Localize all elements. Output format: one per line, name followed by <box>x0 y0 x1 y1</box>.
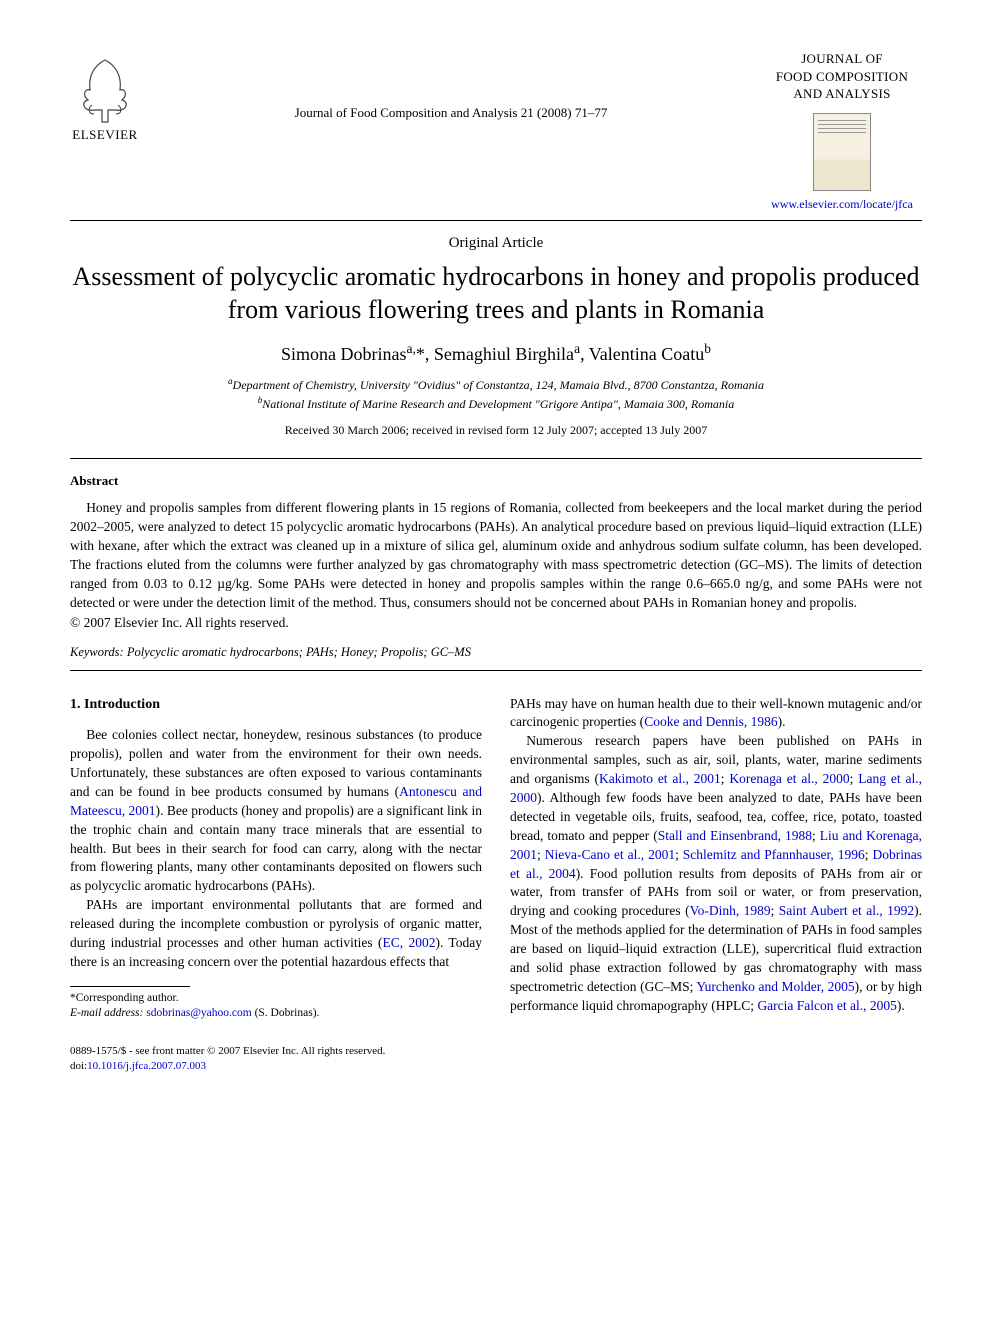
affiliation-a: aDepartment of Chemistry, University "Ov… <box>70 375 922 394</box>
abstract-copyright: © 2007 Elsevier Inc. All rights reserved… <box>70 615 922 631</box>
citation-link[interactable]: Stall and Einsenbrand, 1988 <box>658 828 812 843</box>
citation-link[interactable]: Cooke and Dennis, 1986 <box>644 714 777 729</box>
footer: 0889-1575/$ - see front matter © 2007 El… <box>70 1044 922 1074</box>
article-dates: Received 30 March 2006; received in revi… <box>70 423 922 438</box>
abstract-label: Abstract <box>70 473 922 489</box>
corresponding-author: *Corresponding author. <box>70 991 482 1007</box>
keywords-label: Keywords: <box>70 645 124 659</box>
journal-reference: Journal of Food Composition and Analysis… <box>140 50 762 121</box>
affiliations: aDepartment of Chemistry, University "Ov… <box>70 375 922 413</box>
citation-link[interactable]: Schlemitz and Pfannhauser, 1996 <box>683 847 865 862</box>
journal-title-block: JOURNAL OFFOOD COMPOSITIONAND ANALYSIS w… <box>762 50 922 212</box>
elsevier-tree-icon <box>70 50 140 125</box>
keywords: Keywords: Polycyclic aromatic hydrocarbo… <box>70 645 922 660</box>
page-header: ELSEVIER Journal of Food Composition and… <box>70 50 922 212</box>
body-columns: 1. Introduction Bee colonies collect nec… <box>70 695 922 1022</box>
body-paragraph: Numerous research papers have been publi… <box>510 732 922 1015</box>
doi-line: doi:10.1016/j.jfca.2007.07.003 <box>70 1059 922 1074</box>
abstract-bottom-rule <box>70 670 922 671</box>
abstract-top-rule <box>70 458 922 459</box>
front-matter-line: 0889-1575/$ - see front matter © 2007 El… <box>70 1044 922 1059</box>
body-paragraph: Bee colonies collect nectar, honeydew, r… <box>70 726 482 896</box>
header-rule <box>70 220 922 221</box>
body-paragraph: PAHs may have on human health due to the… <box>510 695 922 733</box>
citation-link[interactable]: Antonescu and Mateescu, 2001 <box>70 784 482 818</box>
citation-link[interactable]: Yurchenko and Molder, 2005 <box>696 979 854 994</box>
citation-link[interactable]: Garcia Falcon et al., 2005 <box>757 998 896 1013</box>
publisher-logo-block: ELSEVIER <box>70 50 140 143</box>
citation-link[interactable]: Korenaga et al., 2000 <box>729 771 849 786</box>
citation-link[interactable]: Nieva-Cano et al., 2001 <box>545 847 675 862</box>
journal-title: JOURNAL OFFOOD COMPOSITIONAND ANALYSIS <box>762 50 922 103</box>
body-paragraph: PAHs are important environmental polluta… <box>70 896 482 972</box>
citation-link[interactable]: Vo-Dinh, 1989 <box>690 903 771 918</box>
email-link[interactable]: sdobrinas@yahoo.com <box>146 1007 251 1019</box>
email-line: E-mail address: sdobrinas@yahoo.com (S. … <box>70 1006 482 1022</box>
citation-link[interactable]: Kakimoto et al., 2001 <box>599 771 721 786</box>
keywords-text: Polycyclic aromatic hydrocarbons; PAHs; … <box>127 645 471 659</box>
citation-link[interactable]: EC, 2002 <box>383 935 436 950</box>
paper-title: Assessment of polycyclic aromatic hydroc… <box>70 260 922 328</box>
doi-link[interactable]: 10.1016/j.jfca.2007.07.003 <box>87 1060 206 1072</box>
intro-heading: 1. Introduction <box>70 695 482 715</box>
footnote-rule <box>70 986 190 987</box>
footnote-block: *Corresponding author. E-mail address: s… <box>70 991 482 1022</box>
article-type: Original Article <box>70 235 922 252</box>
citation-link[interactable]: Saint Aubert et al., 1992 <box>779 903 914 918</box>
journal-link[interactable]: www.elsevier.com/locate/jfca <box>762 197 922 212</box>
affiliation-b: bNational Institute of Marine Research a… <box>70 394 922 413</box>
authors: Simona Dobrinasa,*, Semaghiul Birghilaa,… <box>70 341 922 365</box>
publisher-label: ELSEVIER <box>72 127 137 143</box>
journal-cover-icon <box>813 113 871 191</box>
abstract-text: Honey and propolis samples from differen… <box>70 499 922 612</box>
